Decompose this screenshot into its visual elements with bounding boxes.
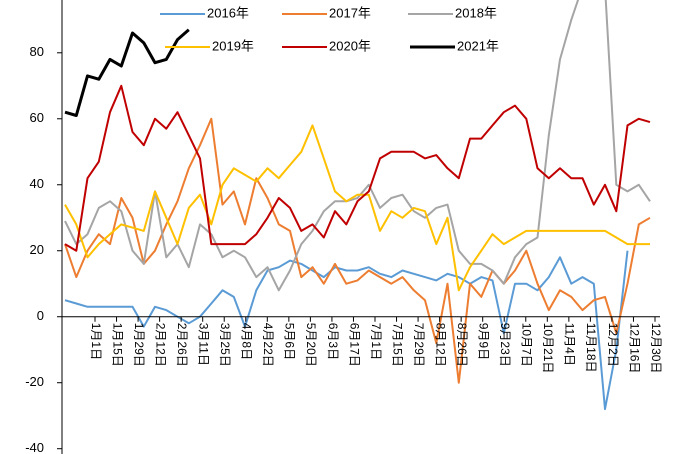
x-tick-label: 8月26日 <box>455 323 469 367</box>
x-tick-label: 3月11日 <box>197 323 211 366</box>
x-tick-label: 2月12日 <box>153 323 167 367</box>
legend-label: 2017年 <box>329 5 371 20</box>
y-tick-label: 60 <box>30 110 44 125</box>
legend-label: 2021年 <box>457 38 499 53</box>
y-tick-label: -40 <box>25 440 44 454</box>
x-tick-label: 7月29日 <box>412 323 426 367</box>
x-tick-label: 5月6日 <box>283 323 297 360</box>
series-line <box>64 0 651 292</box>
x-tick-label: 12月30日 <box>649 323 663 374</box>
x-tick-label: 4月22日 <box>261 323 275 367</box>
y-tick-label: -20 <box>25 374 44 389</box>
x-tick-label: 6月17日 <box>347 323 361 367</box>
series-line <box>64 124 650 292</box>
x-tick-label: 9月23日 <box>498 323 512 367</box>
y-tick-label: 20 <box>30 242 44 257</box>
x-tick-label: 10月7日 <box>520 323 534 367</box>
series-line <box>64 28 190 117</box>
series-line <box>64 84 651 252</box>
x-tick-label: 1月1日 <box>89 323 103 360</box>
y-tick-label: 40 <box>30 176 44 191</box>
x-tick-label: 9月9日 <box>477 323 491 360</box>
x-tick-label: 2月26日 <box>175 323 189 367</box>
x-tick-label: 8月12日 <box>433 323 447 367</box>
y-tick-label: 80 <box>30 44 44 59</box>
x-tick-label: 5月20日 <box>304 323 318 367</box>
x-tick-label: 6月3日 <box>326 323 340 360</box>
y-tick-label: 0 <box>37 308 44 323</box>
x-tick-label: 3月25日 <box>218 323 232 367</box>
legend-label: 2019年 <box>212 38 254 53</box>
x-tick-label: 12月2日 <box>606 323 620 367</box>
x-tick-label: 7月1日 <box>369 323 383 360</box>
x-tick-label: 7月15日 <box>390 323 404 367</box>
legend-label: 2020年 <box>329 38 371 53</box>
x-tick-label: 4月8日 <box>240 323 254 360</box>
x-tick-label: 1月29日 <box>132 323 146 367</box>
series-line <box>64 250 629 411</box>
x-tick-label: 1月15日 <box>110 323 124 367</box>
legend-label: 2016年 <box>207 5 249 20</box>
x-tick-label: 11月18日 <box>584 323 598 373</box>
x-tick-label: 11月4日 <box>563 323 577 366</box>
legend-label: 2018年 <box>455 5 497 20</box>
x-tick-label: 10月21日 <box>541 323 555 374</box>
x-tick-label: 12月16日 <box>627 323 641 374</box>
